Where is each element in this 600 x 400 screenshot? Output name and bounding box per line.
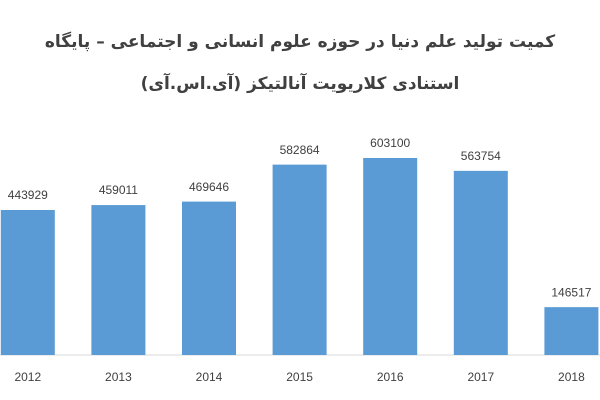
data-label: 563754 — [461, 149, 501, 163]
bar — [544, 307, 599, 355]
data-label: 582864 — [280, 143, 320, 157]
data-label: 443929 — [8, 188, 48, 202]
data-label: 459011 — [99, 183, 138, 197]
bar — [453, 170, 508, 355]
data-label: 603100 — [370, 136, 410, 150]
chart-title: کمیت تولید علم دنیا در حوزه علوم انسانی … — [45, 31, 555, 52]
data-label: 146517 — [551, 285, 591, 299]
bar — [182, 201, 236, 355]
x-tick-label: 2018 — [558, 370, 585, 384]
x-tick-label: 2013 — [105, 370, 132, 384]
bar — [0, 209, 55, 355]
x-tick-label: 2014 — [196, 370, 223, 384]
x-tick-label: 2017 — [467, 370, 494, 384]
data-label: 469646 — [189, 180, 229, 194]
x-tick-label: 2016 — [377, 370, 404, 384]
bar — [91, 205, 146, 355]
chart-title: استنادی کلاریویت آنالتیکز (آی.اس.آی) — [141, 72, 460, 94]
x-tick-label: 2012 — [14, 370, 41, 384]
bar — [272, 164, 327, 355]
bar — [363, 158, 418, 355]
x-tick-label: 2015 — [286, 370, 313, 384]
